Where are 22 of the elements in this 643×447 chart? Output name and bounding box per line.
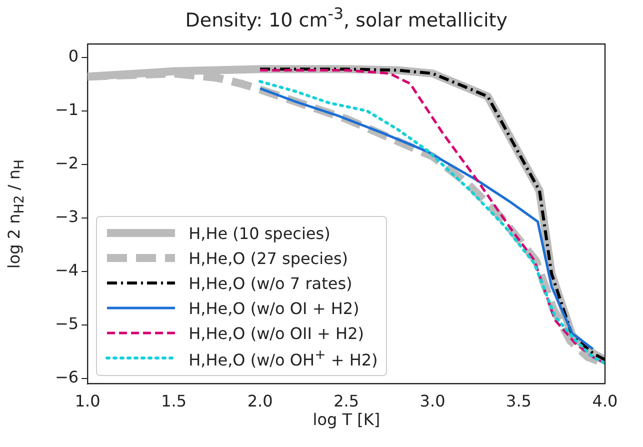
x-axis-title: log T [K] bbox=[312, 410, 380, 429]
y-tick-label: −4 bbox=[54, 260, 79, 280]
y-tick-label: −3 bbox=[54, 207, 79, 226]
legend-label: H,He,O (27 species) bbox=[188, 248, 348, 268]
legend-label: H,He,O (w/o OI + H2) bbox=[188, 298, 360, 318]
x-tick-label: 4.0 bbox=[592, 392, 618, 411]
x-tick-label: 1.0 bbox=[74, 392, 100, 411]
legend-label: H,He,O (w/o 7 rates) bbox=[188, 274, 352, 293]
y-tick-label: −1 bbox=[54, 100, 79, 120]
legend-label: H,He,O (w/o OII + H2) bbox=[188, 324, 364, 343]
y-tick-label: −2 bbox=[54, 154, 79, 173]
chart-title: Density: 10 cm$^{-3}$, solar metallicity bbox=[185, 4, 508, 32]
x-tick-label: 3.0 bbox=[420, 392, 446, 411]
legend-label: H,He (10 species) bbox=[188, 224, 330, 243]
legend-label: H,He,O (w/o OH$^{+}$ + H2) bbox=[188, 348, 378, 369]
x-tick-label: 3.5 bbox=[506, 392, 532, 411]
x-tick-label: 2.0 bbox=[247, 392, 273, 411]
y-tick-label: 0 bbox=[68, 46, 79, 66]
y-tick-label: −6 bbox=[54, 368, 79, 387]
x-tick-label: 1.5 bbox=[161, 392, 187, 411]
x-tick-label: 2.5 bbox=[334, 392, 360, 411]
y-tick-label: −5 bbox=[54, 314, 79, 334]
